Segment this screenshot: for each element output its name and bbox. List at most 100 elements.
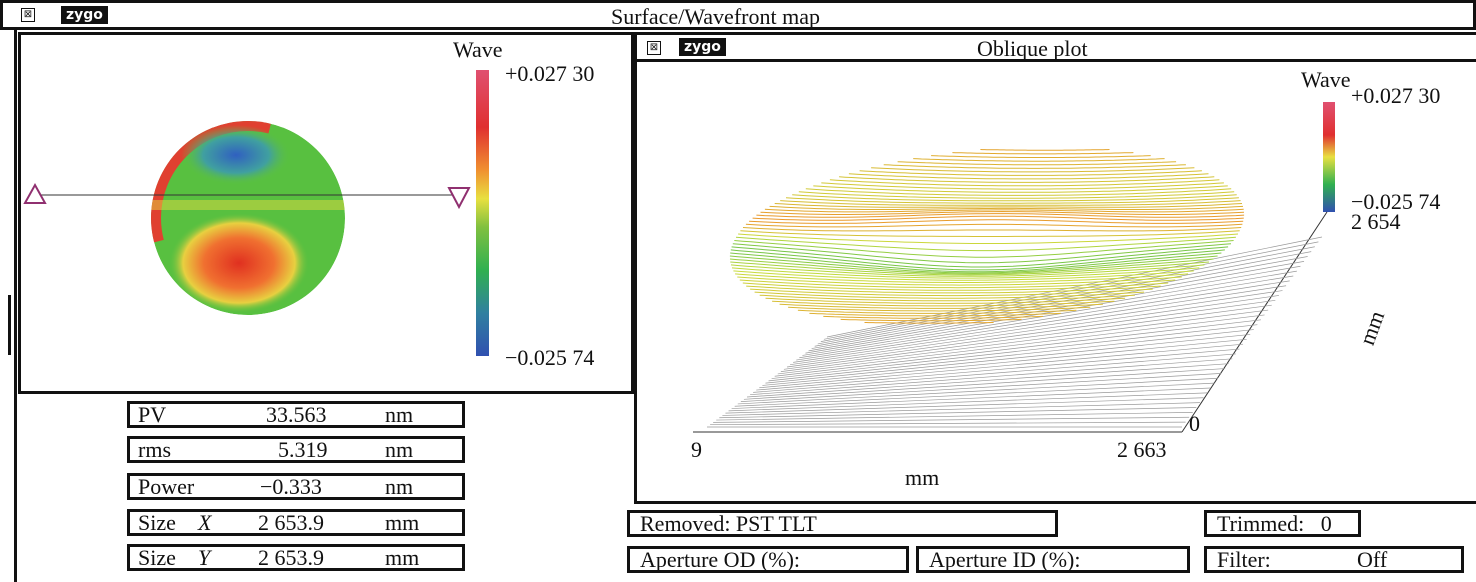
base-line [817,251,1312,345]
close-box-icon[interactable]: ⊠ [647,41,661,55]
surface-contour-line [779,303,1103,309]
surface-contour-line [756,213,1245,218]
base-line [725,397,1204,414]
surface-contour-line [729,258,1214,275]
y-axis-start: 0 [1189,411,1200,436]
window-border [14,27,17,582]
base-line [783,304,1272,370]
surface-contour-line [864,322,994,324]
base-line [719,407,1197,419]
colorbar-min: −0.025 74 [1351,189,1441,214]
profile-marker-end-icon [447,187,471,210]
base-line [796,285,1287,361]
profile-marker-start-icon [23,182,47,204]
stat-size-x: Size X 2 653.9 mm [127,509,465,536]
colorbar-max: +0.027 30 [1351,83,1441,108]
surface-contour-line [780,200,1241,206]
stat-power: Power −0.333 nm [127,473,465,500]
surface-contour-line [823,315,1043,319]
stat-rms: rms 5.319 nm [127,436,465,463]
base-line [753,353,1236,393]
base-line [805,270,1297,354]
surface-map-panel: Wave +0.027 30 −0.025 74 [18,32,634,394]
surface-contour-line [729,255,1218,274]
surface-contour-line [829,179,1220,187]
surface-contour-line [883,164,1186,169]
surface-contour-line [752,215,1244,221]
filter-field[interactable]: Filter: Off [1204,546,1464,573]
y-axis [1181,211,1328,433]
surface-contour-line [764,208,1244,213]
surface-contour-line [848,173,1209,180]
surface-contour-line [739,279,1176,289]
base-line [759,343,1244,389]
surface-contour-line [897,161,1177,166]
base-line [790,295,1279,366]
surface-contour-line [742,282,1169,291]
base-line [811,261,1305,349]
base-line [793,290,1283,363]
surface-contour-line [740,230,1240,237]
base-line [771,324,1258,379]
surface-contour-line [980,149,1110,151]
surface-contour-line [760,210,1245,215]
surface-contour-line [774,203,1243,208]
base-line [737,377,1218,405]
x-axis-end: 2 663 [1117,437,1167,462]
surface-contour-line [733,270,1194,281]
base-line [777,314,1265,375]
base-line [716,412,1193,421]
base-line [722,402,1200,416]
base-line [820,246,1315,342]
surface-contour-line [731,267,1200,279]
surface-contour-line [871,167,1195,173]
base-line [786,299,1276,368]
surface-contour-line [798,191,1235,199]
surface-contour-line [735,273,1189,283]
surface-contour-line [840,318,1022,322]
surface-contour-line [797,309,1077,314]
surface-contour-line [735,236,1236,252]
surface-contour-line [732,243,1232,264]
surface-contour-line [952,152,1134,155]
y-axis-max: 2 654 [1351,209,1401,234]
surface-map [23,70,489,356]
surface-contour-line [769,205,1244,210]
x-axis-start: 9 [691,437,702,462]
colorbar-label: Wave [1301,67,1351,92]
window-title: Surface/Wavefront map [611,4,820,29]
surface-contour-line [772,300,1115,307]
resize-handle[interactable] [8,295,11,355]
aperture-id-field[interactable]: Aperture ID (%): [916,546,1190,573]
base-line [734,382,1215,407]
main-title-bar: ⊠ zygo Surface/Wavefront map [0,0,1476,30]
surface-contour-line [859,170,1202,176]
base-line [762,338,1247,386]
surface-contour-line [746,285,1161,294]
surface-contour-line [749,219,1244,224]
base-line [731,387,1211,409]
surface-contour-line [738,233,1239,244]
base-line [750,358,1233,396]
surface-contour-line [759,294,1135,302]
surface-contour-line [750,288,1153,297]
trimmed-field: Trimmed: 0 [1204,510,1361,537]
base-line [710,421,1186,426]
zygo-logo: zygo [679,38,726,56]
surface-contour-line [731,246,1229,268]
surface-contour-line [805,188,1232,196]
stat-size-y: Size Y 2 653.9 mm [127,544,465,571]
base-line [743,368,1226,400]
base-line [799,280,1290,359]
surface-contour-line [788,306,1091,312]
base-line [740,373,1222,402]
close-box-icon[interactable]: ⊠ [21,8,35,22]
surface-contour-line [737,276,1182,286]
aperture-od-field[interactable]: Aperture OD (%): [627,546,909,573]
base-line [746,363,1229,398]
base-line [713,416,1190,423]
surface-contour-line [730,249,1225,271]
stat-pv: PV 33.563 nm [127,401,465,428]
surface-contour-line [785,197,1239,204]
surface-contour-line [913,158,1165,162]
